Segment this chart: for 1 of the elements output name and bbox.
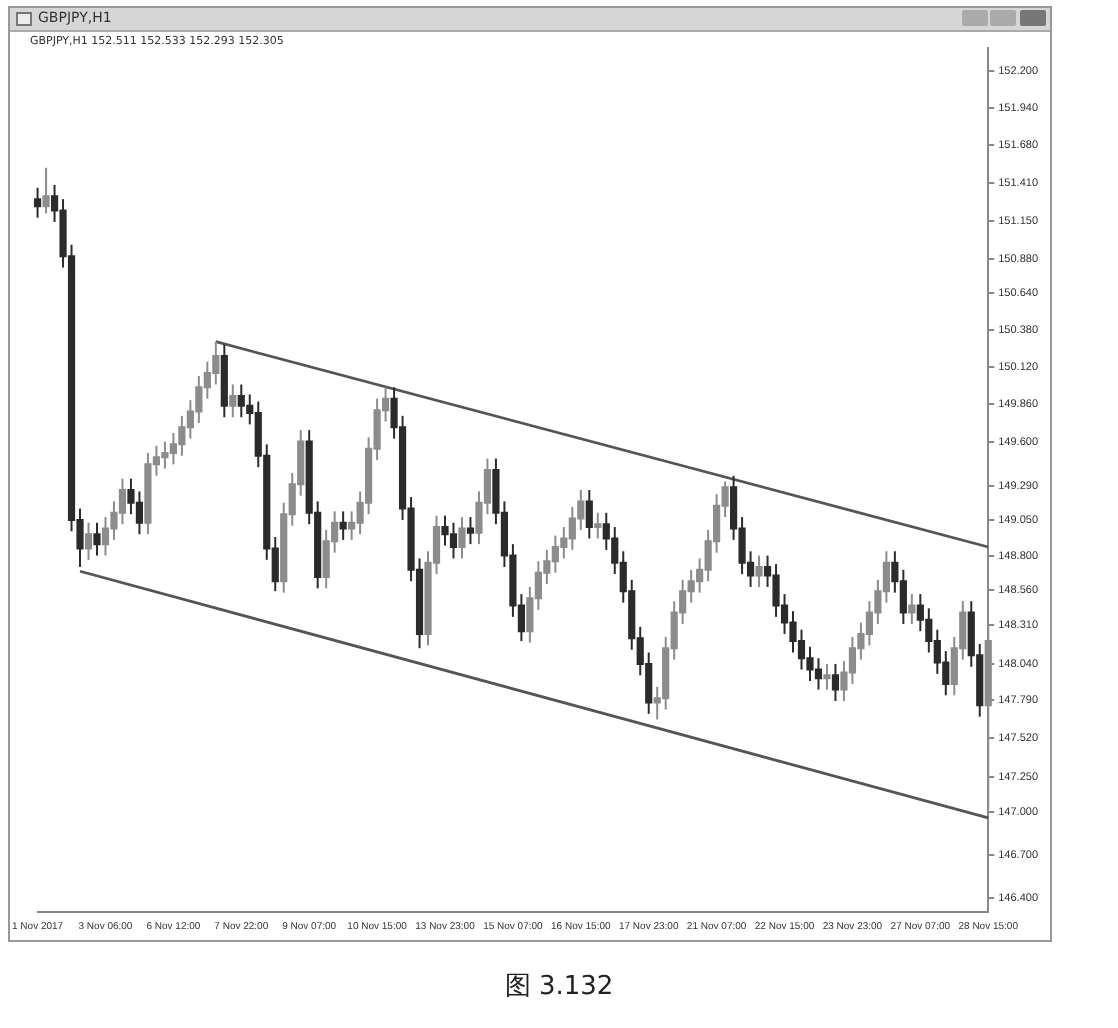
caption: 图 3.132 <box>502 970 616 1004</box>
